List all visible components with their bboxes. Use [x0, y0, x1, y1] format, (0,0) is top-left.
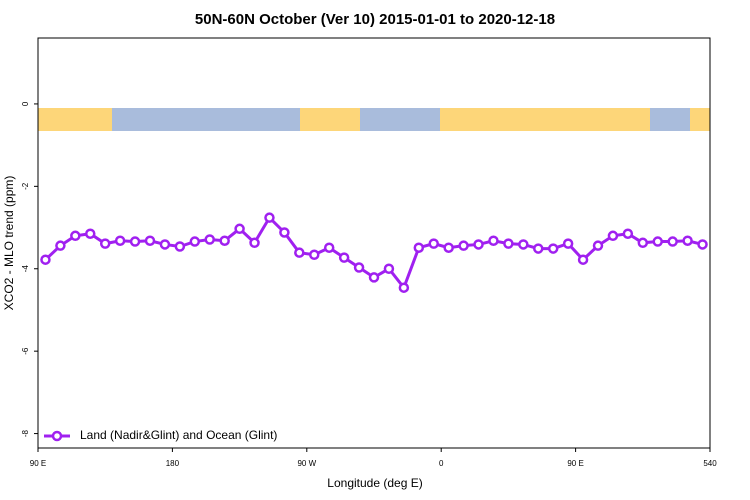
y-tick-label: -8: [21, 429, 30, 437]
data-point: [562, 238, 574, 249]
data-point: [99, 238, 111, 249]
data-point: [174, 241, 186, 252]
data-point: [607, 230, 619, 242]
data-point: [353, 262, 365, 273]
data-point: [70, 230, 81, 242]
x-tick-label: 90 E: [30, 459, 46, 468]
map-strip-land: [300, 108, 360, 131]
x-tick-label: 180: [166, 459, 180, 468]
data-point: [697, 239, 708, 250]
data-point: [129, 236, 141, 247]
data-point: [338, 252, 350, 263]
map-strip-land: [38, 108, 112, 131]
data-point: [144, 235, 156, 246]
data-point: [518, 239, 529, 250]
data-point: [55, 240, 66, 251]
data-point: [234, 223, 245, 235]
y-tick-label: -6: [21, 347, 30, 355]
data-point: [682, 235, 693, 246]
x-tick-label: 90 W: [297, 459, 316, 468]
legend-marker: [51, 430, 63, 442]
y-tick-label: -4: [21, 265, 30, 273]
data-point: [413, 242, 425, 253]
data-point: [622, 228, 634, 239]
data-point: [383, 263, 395, 275]
data-point: [368, 272, 380, 283]
data-point: [114, 235, 126, 246]
data-point: [219, 235, 230, 246]
data-point: [40, 254, 51, 265]
x-axis-label: Longitude (deg E): [327, 476, 422, 490]
data-point: [592, 240, 604, 251]
data-point: [309, 249, 320, 260]
data-point: [294, 247, 305, 258]
x-tick-label: 0: [439, 459, 444, 468]
data-point: [667, 236, 678, 247]
data-point: [547, 243, 559, 254]
data-point: [189, 236, 201, 247]
data-point: [577, 254, 589, 265]
data-point: [443, 242, 454, 253]
data-point: [533, 243, 544, 254]
data-point: [652, 236, 663, 247]
y-tick-label: -2: [21, 182, 30, 190]
data-point: [428, 238, 439, 249]
data-point: [264, 212, 275, 223]
map-strip-land: [690, 108, 710, 131]
plot-frame: [37, 37, 711, 449]
x-tick-label: 540: [703, 459, 717, 468]
data-point: [323, 242, 335, 253]
y-tick-label: 0: [21, 101, 30, 106]
chart-title: 50N-60N October (Ver 10) 2015-01-01 to 2…: [195, 11, 555, 28]
data-point: [488, 235, 499, 246]
data-point: [473, 239, 484, 250]
data-point: [458, 240, 469, 251]
data-point: [398, 282, 410, 293]
data-point: [249, 237, 260, 249]
data-point: [85, 228, 96, 239]
x-tick-label: 90 E: [567, 459, 583, 468]
data-point: [204, 234, 215, 245]
data-point: [503, 238, 514, 249]
y-axis-label: XCO2 - MLO trend (ppm): [2, 176, 16, 311]
data-point: [159, 239, 171, 250]
data-point: [279, 227, 290, 238]
map-strip-land: [440, 108, 650, 131]
legend-label: Land (Nadir&Glint) and Ocean (Glint): [80, 428, 277, 442]
data-point: [637, 237, 649, 249]
